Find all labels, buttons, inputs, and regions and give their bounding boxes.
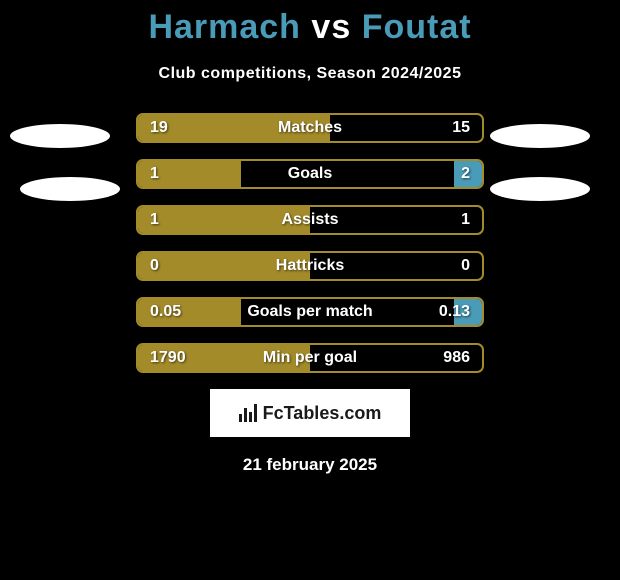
- stat-row: 19 Matches 15: [136, 113, 484, 143]
- date-text: 21 february 2025: [0, 455, 620, 475]
- stat-value-right: 0: [461, 257, 470, 275]
- stat-row: 0 Hattricks 0: [136, 251, 484, 281]
- title-player2: Foutat: [362, 8, 472, 46]
- title-vs: vs: [311, 8, 351, 46]
- stat-value-right: 986: [443, 349, 470, 367]
- stat-value-right: 2: [461, 165, 470, 183]
- stat-label: Goals: [288, 165, 332, 183]
- logo-text: FcTables.com: [239, 403, 382, 424]
- side-ellipse: [490, 177, 590, 201]
- stat-row: 1 Assists 1: [136, 205, 484, 235]
- bar-chart-icon: [239, 404, 257, 422]
- stat-value-right: 1: [461, 211, 470, 229]
- stat-label: Hattricks: [276, 257, 344, 275]
- title: Harmach vs Foutat: [0, 0, 620, 47]
- stat-label: Min per goal: [263, 349, 357, 367]
- stat-label: Matches: [278, 119, 342, 137]
- logo-box: FcTables.com: [210, 389, 410, 437]
- stat-value-left: 1: [150, 165, 159, 183]
- stat-row: 0.05 Goals per match 0.13: [136, 297, 484, 327]
- stat-value-left: 0.05: [150, 303, 181, 321]
- stat-label: Assists: [282, 211, 339, 229]
- logo-label: FcTables.com: [263, 403, 382, 424]
- subtitle: Club competitions, Season 2024/2025: [0, 65, 620, 83]
- side-ellipse: [490, 124, 590, 148]
- stat-value-right: 15: [452, 119, 470, 137]
- stat-value-right: 0.13: [439, 303, 470, 321]
- title-player1: Harmach: [148, 8, 301, 46]
- stats-area: 19 Matches 15 1 Goals 2 1 Assists 1 0 Hattricks 0 0.…: [0, 113, 620, 373]
- stat-row: 1790 Min per goal 986: [136, 343, 484, 373]
- stat-value-left: 0: [150, 257, 159, 275]
- stat-value-left: 1790: [150, 349, 186, 367]
- infographic-container: Harmach vs Foutat Club competitions, Sea…: [0, 0, 620, 580]
- stat-label: Goals per match: [247, 303, 372, 321]
- stat-value-left: 1: [150, 211, 159, 229]
- stat-row: 1 Goals 2: [136, 159, 484, 189]
- stat-value-left: 19: [150, 119, 168, 137]
- side-ellipse: [10, 124, 110, 148]
- side-ellipse: [20, 177, 120, 201]
